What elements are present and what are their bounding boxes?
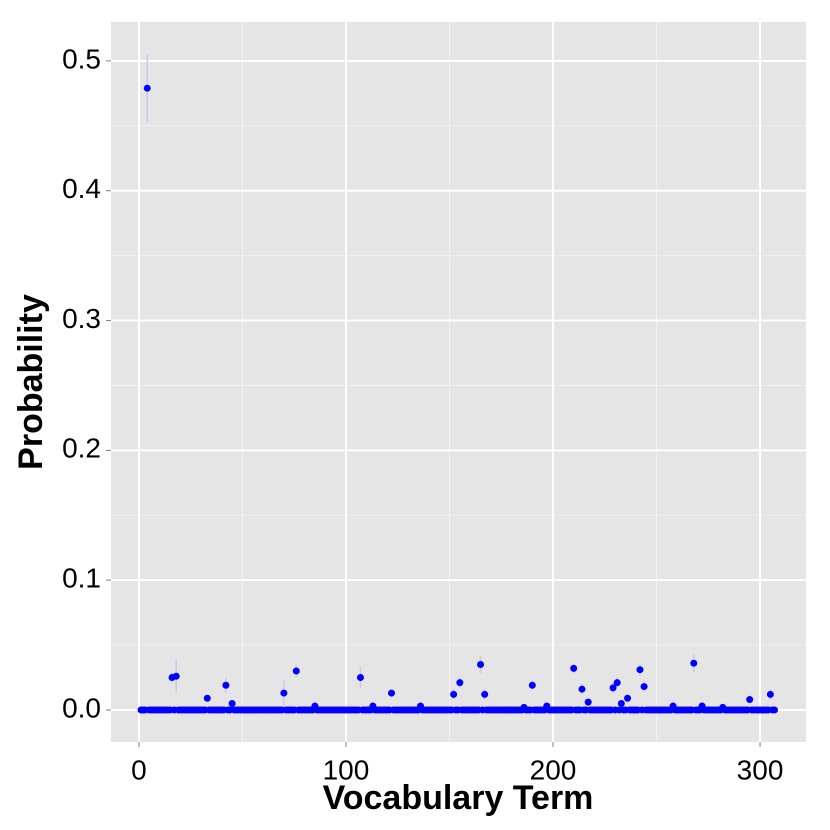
point	[578, 685, 586, 693]
point	[617, 699, 625, 707]
point	[609, 684, 617, 692]
point	[280, 689, 288, 697]
point	[624, 694, 632, 702]
point	[771, 706, 779, 714]
point	[766, 690, 774, 698]
point	[222, 681, 230, 689]
point	[613, 679, 621, 687]
point	[477, 661, 485, 669]
point	[356, 673, 364, 681]
x-tick-label: 0	[131, 754, 147, 785]
y-tick-label: 0.2	[62, 433, 101, 464]
y-tick-label: 0.3	[62, 303, 101, 334]
y-tick-label: 0.1	[62, 563, 101, 594]
point	[746, 696, 754, 704]
x-axis-title: Vocabulary Term	[323, 779, 594, 817]
point	[481, 690, 489, 698]
point	[456, 679, 464, 687]
y-tick-label: 0.4	[62, 173, 101, 204]
y-tick-label: 0.0	[62, 692, 101, 723]
point	[640, 683, 648, 691]
point	[570, 664, 578, 672]
plot-panel	[111, 22, 806, 742]
point	[203, 694, 211, 702]
point	[172, 672, 180, 680]
y-tick-label: 0.5	[62, 43, 101, 74]
point	[528, 681, 536, 689]
x-tick-label: 300	[737, 754, 784, 785]
point	[292, 667, 300, 675]
marks	[137, 54, 779, 714]
x-tick-label: 200	[530, 754, 577, 785]
point	[690, 659, 698, 667]
point	[584, 698, 592, 706]
x-tick-label: 100	[323, 754, 370, 785]
point	[388, 689, 396, 697]
point	[143, 84, 151, 92]
point	[228, 699, 236, 707]
y-axis-title: Probability	[12, 294, 50, 470]
point	[450, 690, 458, 698]
point	[636, 666, 644, 674]
